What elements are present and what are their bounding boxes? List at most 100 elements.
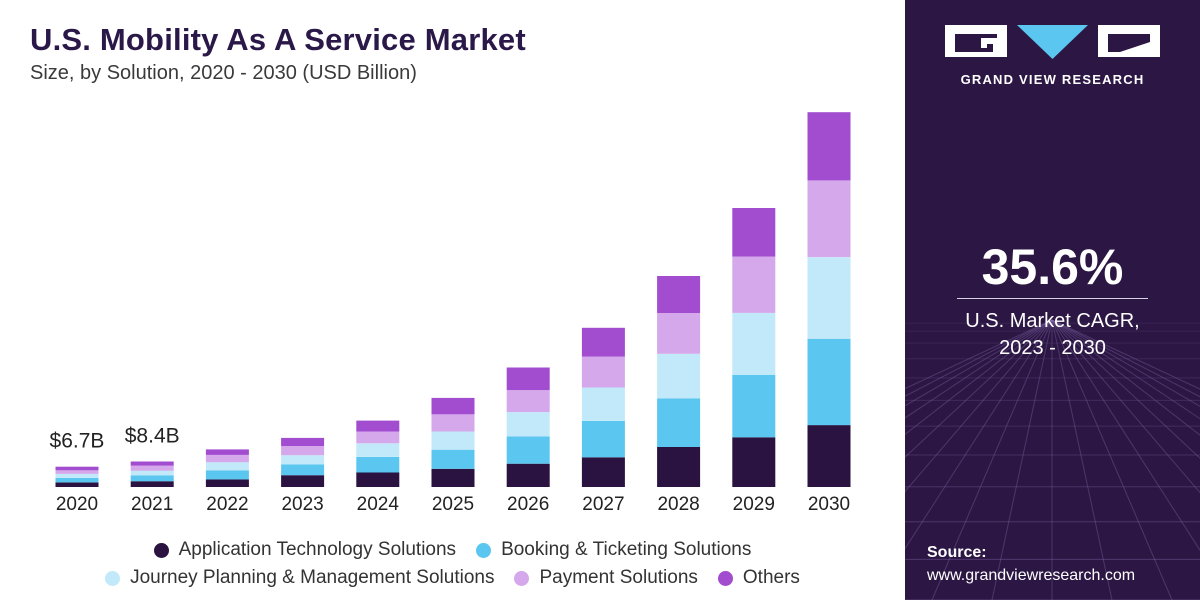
bar-2024-others <box>356 420 400 432</box>
bar-2021-journey-planning-and-management-solutions <box>130 470 174 476</box>
source-url[interactable]: www.grandviewresearch.com <box>927 567 1136 584</box>
bar-2026-others <box>506 367 550 391</box>
legend-label-application-technology: Application Technology Solutions <box>178 539 457 560</box>
chart-subtitle: Size, by Solution, 2020 - 2030 (USD Bill… <box>30 62 417 84</box>
grid-background-graphic <box>905 319 1200 600</box>
bar-2023-others <box>281 437 325 447</box>
x-tick-label-2027: 2027 <box>582 494 624 515</box>
chart-title: U.S. Mobility As A Service Market <box>30 22 526 57</box>
cagr-label-line-1: U.S. Market CAGR, <box>965 310 1140 332</box>
bar-2021-application-technology-solutions <box>130 481 174 487</box>
chart-legend: Application Technology Solutions Booking… <box>0 536 905 592</box>
x-tick-label-2030: 2030 <box>808 494 850 515</box>
legend-label-journey-planning: Journey Planning & Management Solutions <box>130 567 495 588</box>
legend-row-1: Application Technology Solutions Booking… <box>0 536 905 564</box>
bar-2027-application-technology-solutions <box>581 457 625 487</box>
bar-2022-others <box>205 449 249 455</box>
legend-item-booking-ticketing: Booking & Ticketing Solutions <box>476 539 751 561</box>
legend-swatch-journey-planning <box>105 570 121 586</box>
bar-2030-payment-solutions <box>807 180 851 258</box>
data-label-2021: $8.4B <box>125 425 180 448</box>
bar-2027-others <box>581 327 625 357</box>
x-tick-label-2024: 2024 <box>357 494 400 515</box>
legend-swatch-application-technology <box>153 542 169 558</box>
source-label: Source: <box>927 544 987 561</box>
legend-row-2: Journey Planning & Management Solutions … <box>0 564 905 592</box>
x-tick-label-2029: 2029 <box>733 494 775 515</box>
legend-swatch-others <box>717 570 733 586</box>
bar-2030-others <box>807 112 851 181</box>
chart-area: U.S. Mobility As A Service Market Size, … <box>0 22 905 592</box>
bar-2025-payment-solutions <box>431 414 475 432</box>
bar-2030-booking-and-ticketing-solutions <box>807 338 851 426</box>
bar-2021-booking-and-ticketing-solutions <box>130 475 174 482</box>
bar-2029-others <box>732 208 776 257</box>
bar-2020-application-technology-solutions <box>55 482 99 487</box>
x-tick-label-2028: 2028 <box>657 494 699 515</box>
bar-2022-application-technology-solutions <box>205 479 249 487</box>
bar-2021-payment-solutions <box>130 465 174 471</box>
bar-2025-journey-planning-and-management-solutions <box>431 431 475 450</box>
bar-2026-payment-solutions <box>506 390 550 413</box>
bar-2024-application-technology-solutions <box>356 472 400 487</box>
bar-2030-journey-planning-and-management-solutions <box>807 257 851 339</box>
bar-2023-application-technology-solutions <box>281 475 325 487</box>
bar-2028-booking-and-ticketing-solutions <box>657 398 701 447</box>
bar-2020-others <box>55 466 99 471</box>
x-tick-label-2025: 2025 <box>432 494 474 515</box>
bar-2027-payment-solutions <box>581 356 625 388</box>
bar-2028-application-technology-solutions <box>657 447 701 487</box>
bar-2029-payment-solutions <box>732 256 776 313</box>
bar-2021-others <box>130 461 174 466</box>
data-label-2020: $6.7B <box>50 430 105 453</box>
bar-2024-journey-planning-and-management-solutions <box>356 443 400 457</box>
bar-2024-booking-and-ticketing-solutions <box>356 457 400 473</box>
cagr-label: U.S. Market CAGR, 2023 - 2030 <box>905 308 1200 362</box>
cagr-divider <box>957 298 1148 299</box>
side-panel: GRAND VIEW RESEARCH 35.6% U.S. Market CA… <box>905 0 1200 600</box>
bar-2023-payment-solutions <box>281 446 325 456</box>
legend-label-others: Others <box>742 567 800 588</box>
cagr-value: 35.6% <box>981 239 1124 295</box>
bar-2028-others <box>657 276 701 313</box>
bar-2026-booking-and-ticketing-solutions <box>506 436 550 464</box>
bar-2026-application-technology-solutions <box>506 463 550 487</box>
bar-2029-journey-planning-and-management-solutions <box>732 312 776 375</box>
bar-2020-payment-solutions <box>55 470 99 474</box>
gvr-logo-icon <box>945 25 1160 59</box>
bar-2025-application-technology-solutions <box>431 468 475 487</box>
x-tick-label-2023: 2023 <box>281 494 323 515</box>
bar-2027-journey-planning-and-management-solutions <box>581 387 625 421</box>
legend-item-others: Others <box>717 567 800 589</box>
bar-2020-booking-and-ticketing-solutions <box>55 477 99 483</box>
legend-label-payment: Payment Solutions <box>539 567 698 588</box>
bar-2025-booking-and-ticketing-solutions <box>431 449 475 469</box>
bar-2023-journey-planning-and-management-solutions <box>281 455 325 465</box>
bar-2023-booking-and-ticketing-solutions <box>281 464 325 476</box>
x-tick-label-2022: 2022 <box>206 494 248 515</box>
bar-2026-journey-planning-and-management-solutions <box>506 412 550 437</box>
x-tick-label-2020: 2020 <box>56 494 98 515</box>
bar-2022-payment-solutions <box>205 454 249 463</box>
bar-2029-application-technology-solutions <box>732 437 776 487</box>
legend-item-application-technology: Application Technology Solutions <box>153 539 457 561</box>
legend-swatch-booking-ticketing <box>476 542 492 558</box>
bar-2027-booking-and-ticketing-solutions <box>581 420 625 458</box>
legend-item-journey-planning: Journey Planning & Management Solutions <box>105 567 494 589</box>
brand-name: GRAND VIEW RESEARCH <box>960 72 1145 87</box>
bar-2025-others <box>431 397 475 415</box>
bar-2028-journey-planning-and-management-solutions <box>657 353 701 399</box>
x-tick-label-2026: 2026 <box>507 494 549 515</box>
bar-2028-payment-solutions <box>657 312 701 354</box>
stacked-bar-chart: 2020 2021 2022 2023 2024 2025 2026 2027 2028 2029… <box>50 112 851 515</box>
bar-2020-journey-planning-and-management-solutions <box>55 474 99 478</box>
legend-item-payment: Payment Solutions <box>514 567 698 589</box>
bar-2029-booking-and-ticketing-solutions <box>732 374 776 438</box>
cagr-label-line-2: 2023 - 2030 <box>999 337 1106 359</box>
legend-swatch-payment <box>514 570 530 586</box>
legend-label-booking-ticketing: Booking & Ticketing Solutions <box>501 539 752 560</box>
bar-2030-application-technology-solutions <box>807 425 851 487</box>
bar-2022-booking-and-ticketing-solutions <box>205 470 249 480</box>
bar-2022-journey-planning-and-management-solutions <box>205 462 249 471</box>
x-tick-label-2021: 2021 <box>131 494 173 515</box>
